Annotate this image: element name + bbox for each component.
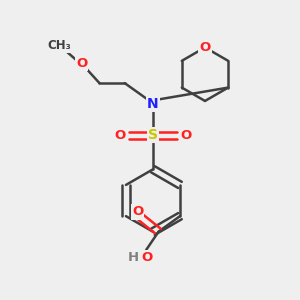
Text: O: O [114,129,125,142]
Text: S: S [148,128,158,142]
Text: N: N [147,97,159,111]
Text: CH₃: CH₃ [47,40,71,52]
Text: O: O [141,251,152,264]
Text: O: O [76,57,87,70]
Text: O: O [200,41,211,54]
Text: H: H [128,251,139,264]
Text: O: O [181,129,192,142]
Text: O: O [132,206,143,218]
